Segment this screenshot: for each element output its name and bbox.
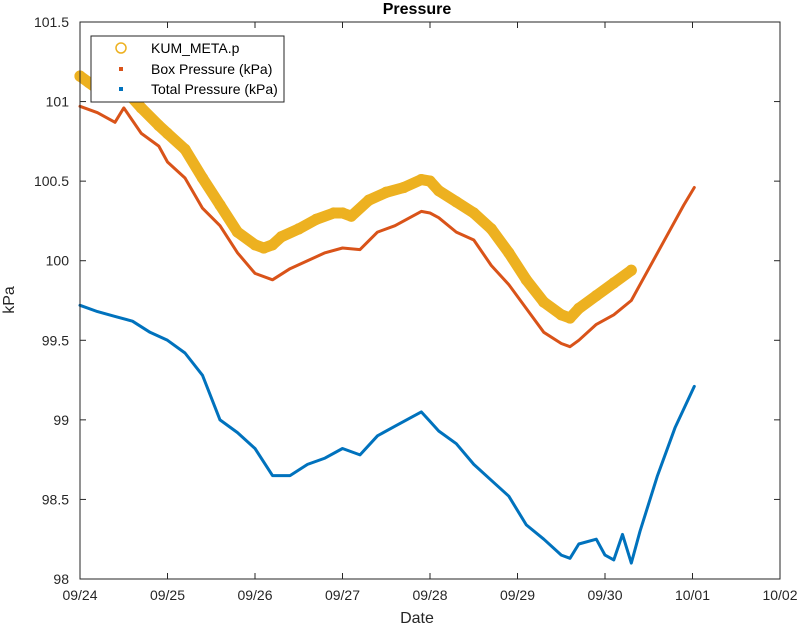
data-point [538, 296, 550, 308]
data-point [275, 231, 287, 243]
y-tick-label: 99 [53, 412, 69, 428]
x-tick-label: 09/27 [325, 587, 360, 603]
legend-label-box-pressure: Box Pressure (kPa) [151, 61, 272, 77]
data-point [590, 290, 602, 302]
chart-title: Pressure [383, 1, 452, 18]
data-point [573, 302, 585, 315]
x-tick-label: 09/25 [150, 587, 185, 603]
legend-marker-kum-meta [115, 42, 127, 54]
y-tick-label: 98.5 [42, 491, 69, 507]
series-line-0 [74, 70, 637, 324]
data-point [380, 186, 392, 198]
legend-box [90, 35, 285, 103]
legend-label-kum-meta: KUM_META.p [151, 40, 240, 56]
data-point [520, 274, 532, 286]
data-point [468, 207, 480, 219]
x-tick-label: 09/30 [587, 587, 622, 603]
y-tick-label: 100.5 [34, 173, 69, 189]
data-point [564, 312, 576, 324]
data-point [503, 247, 515, 259]
data-point [433, 185, 445, 197]
data-point [485, 223, 497, 235]
data-point [424, 175, 436, 187]
tick-labels: 09/24 09/25 09/26 09/27 09/28 09/29 09/30 10/01… [34, 14, 798, 603]
axes-box [79, 21, 781, 580]
x-tick-label: 09/26 [237, 587, 272, 603]
legend: KUM_META.p Box Pressure (kPa) Total Pres… [90, 35, 285, 103]
data-point [214, 199, 226, 211]
data-point [398, 181, 410, 194]
y-tick-label: 99.5 [42, 332, 69, 348]
data-point [608, 277, 620, 289]
data-point [153, 119, 165, 132]
data-point [196, 172, 209, 184]
y-tick-label: 101 [46, 94, 70, 110]
data-point [266, 239, 279, 251]
legend-label-total-pressure: Total Pressure (kPa) [151, 81, 278, 97]
data-point [450, 196, 462, 208]
data-point [328, 207, 340, 219]
data-point [415, 173, 427, 186]
data-point [135, 102, 147, 114]
data-point [363, 194, 375, 206]
x-tick-label: 10/02 [762, 587, 797, 603]
y-axis-label: kPa [1, 286, 18, 314]
data-point [293, 223, 305, 235]
x-tick-label: 09/29 [500, 587, 535, 603]
ticks [79, 21, 781, 580]
x-tick-label: 10/01 [675, 587, 710, 603]
y-tick-label: 100 [46, 253, 70, 269]
x-axis-label: Date [400, 610, 434, 627]
data-point [161, 127, 174, 139]
legend-marker-total-pressure [119, 87, 123, 91]
y-tick-label: 101.5 [34, 14, 69, 30]
data-point [310, 213, 322, 225]
data-point [625, 264, 637, 276]
data-point [179, 143, 191, 155]
data-point [345, 210, 357, 222]
data-point [231, 226, 244, 238]
plot-lines [74, 70, 696, 565]
legend-marker-box-pressure [119, 67, 123, 71]
x-tick-label: 09/24 [62, 587, 97, 603]
series-line-2 [78, 303, 696, 565]
y-tick-label: 98 [53, 571, 69, 587]
series-line-1 [78, 104, 696, 349]
x-tick-label: 09/28 [412, 587, 447, 603]
